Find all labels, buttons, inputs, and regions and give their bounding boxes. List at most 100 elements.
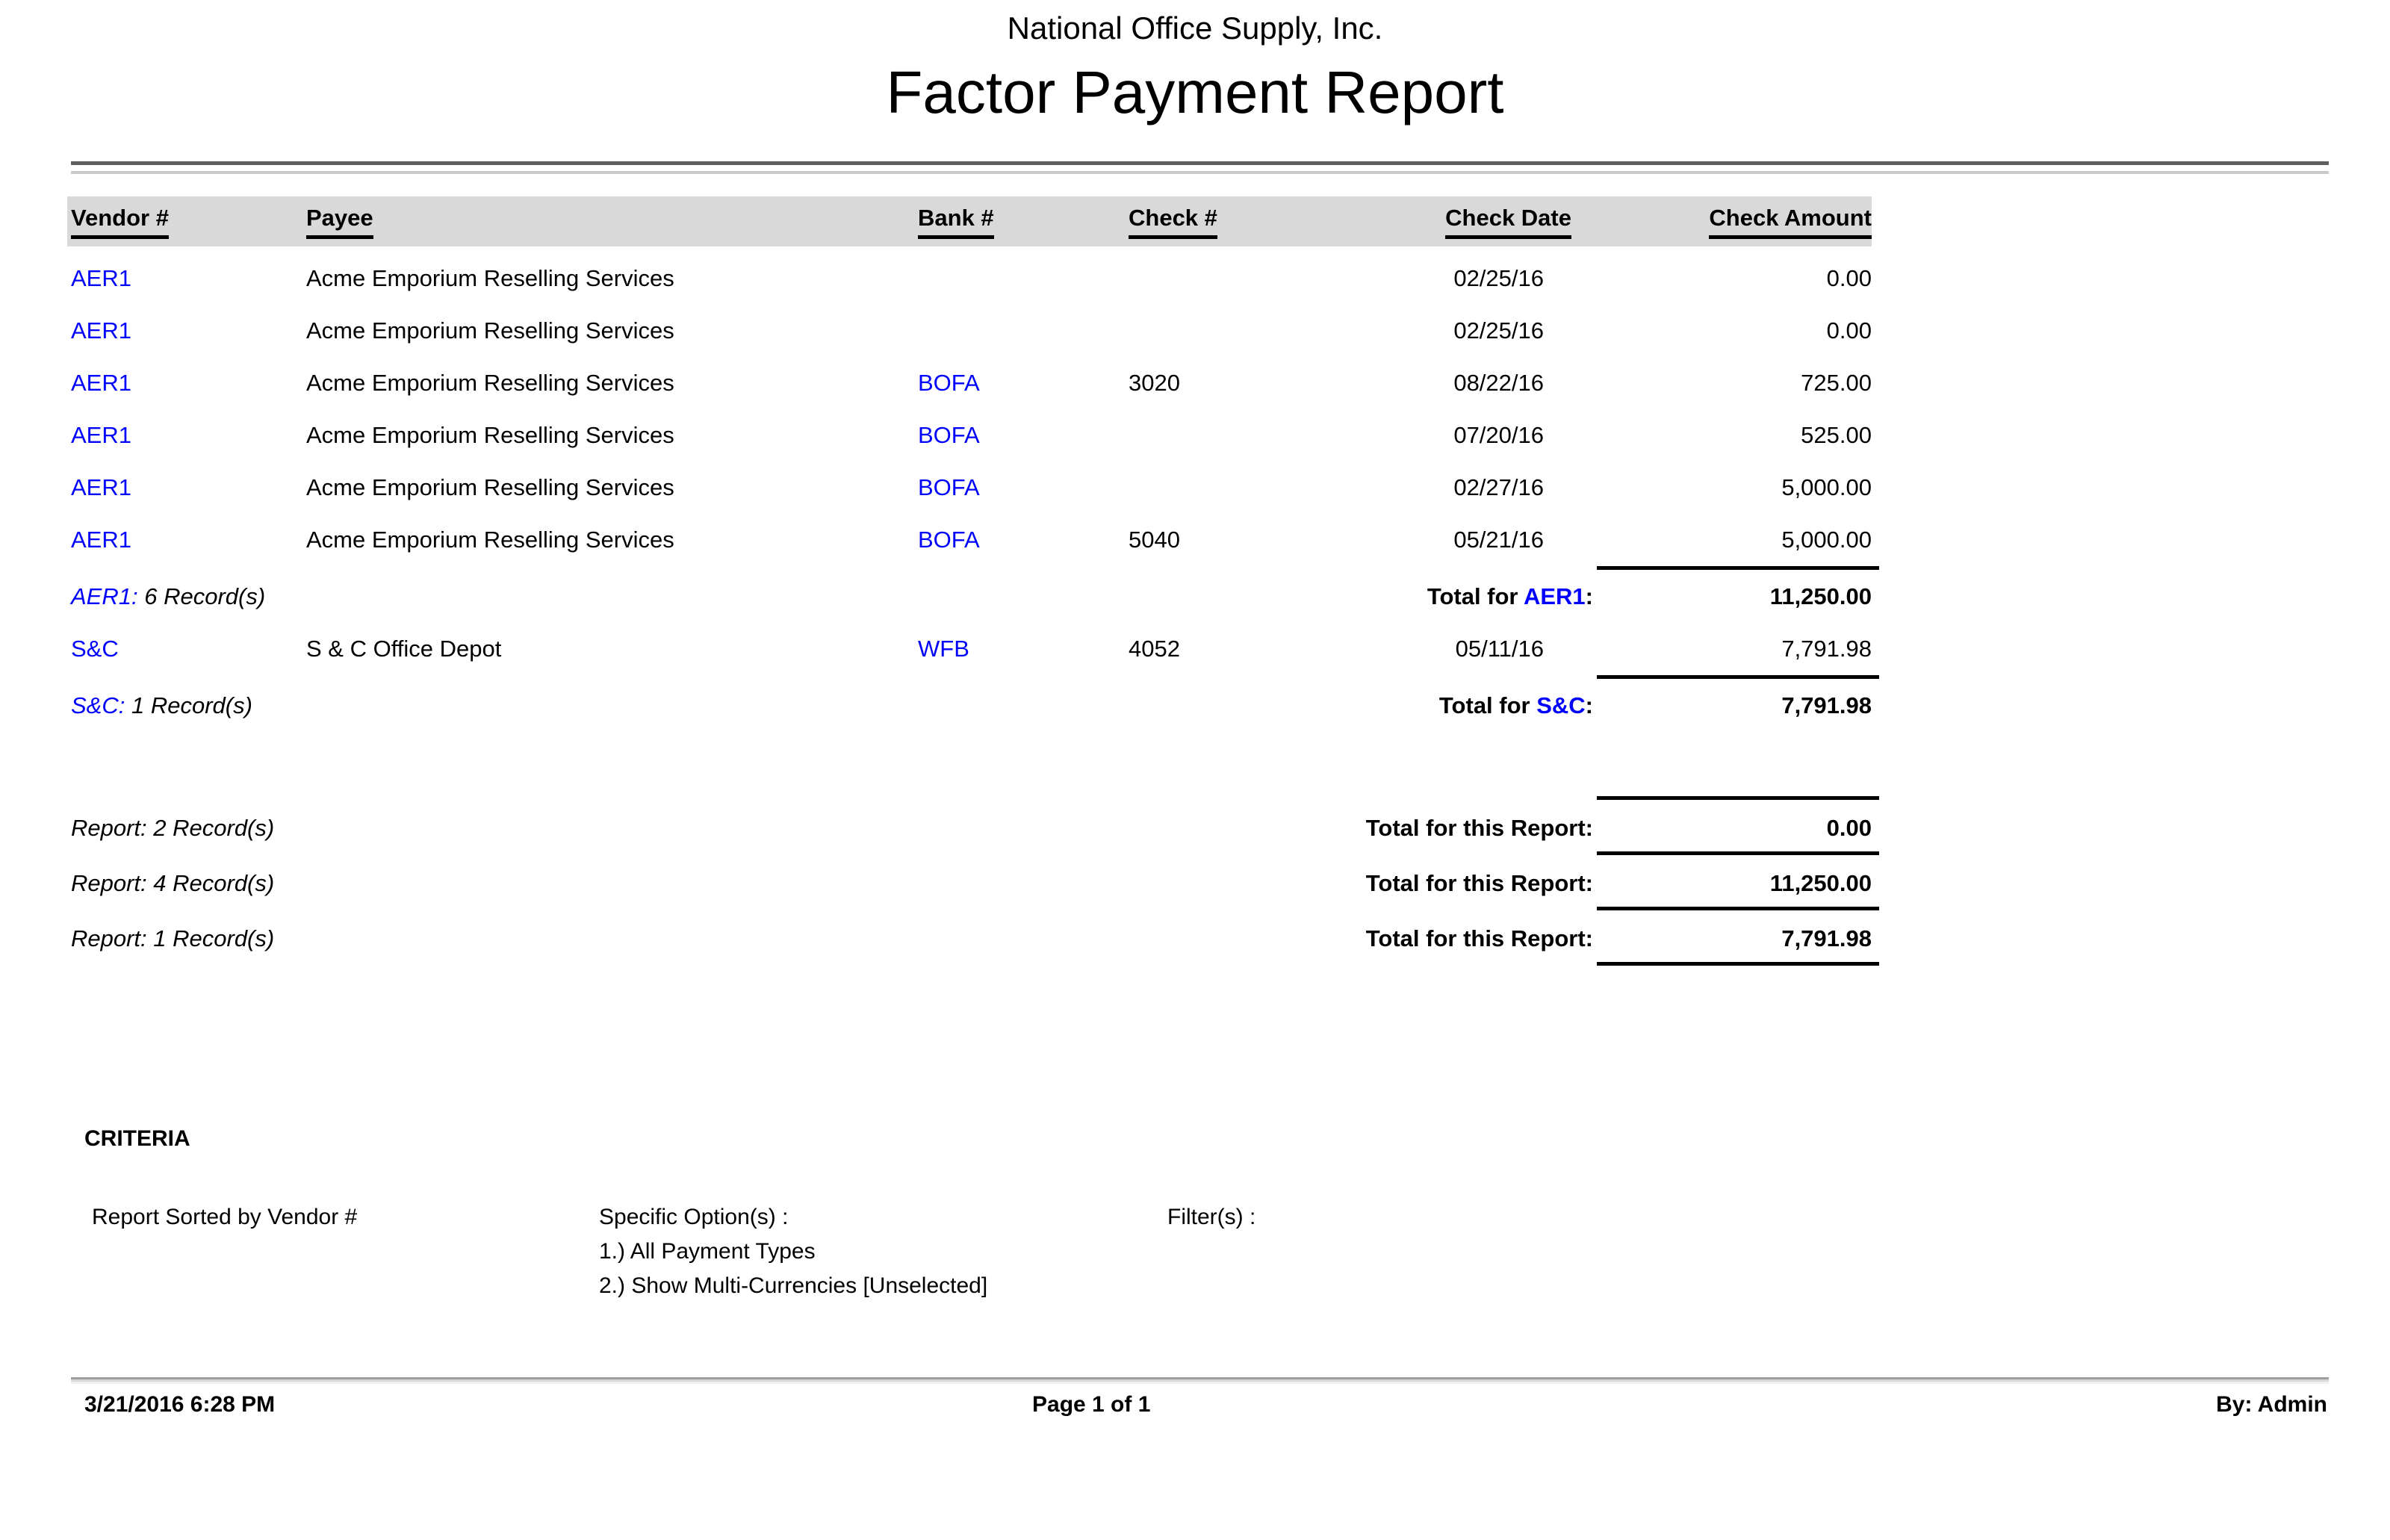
group-record-text: 6 Record(s) <box>137 583 266 609</box>
vendor-link[interactable]: AER1 <box>71 527 131 553</box>
company-name: National Office Supply, Inc. <box>1007 10 1383 46</box>
footer-datetime: 3/21/2016 6:28 PM <box>84 1392 276 1417</box>
vendor-link[interactable]: S&C <box>71 636 119 662</box>
group-total-code: S&C <box>1536 692 1586 718</box>
report-total-amount: 0.00 <box>1826 815 1872 841</box>
report-total-row: Report: 4 Record(s) Total for this Repor… <box>71 860 1872 907</box>
column-header-vendor: Vendor # <box>71 205 169 239</box>
bank-link[interactable]: BOFA <box>918 474 980 500</box>
header-cell-payee: Payee <box>306 205 918 246</box>
vendor-link[interactable]: AER1 <box>71 422 131 448</box>
group-total-amount: 7,791.98 <box>1781 692 1872 718</box>
cell-check-amount: 525.00 <box>1801 422 1872 448</box>
footer-page-number: Page 1 of 1 <box>1032 1392 1151 1417</box>
criteria-heading: CRITERIA <box>84 1126 190 1151</box>
group-total-label: Total for S&C: <box>918 692 1593 719</box>
table-row: AER1 Acme Emporium Reselling Services 02… <box>71 252 1872 305</box>
cell-vendor: AER1 <box>71 474 306 501</box>
cell-bank: BOFA <box>918 474 1129 501</box>
column-header-date: Check Date <box>1445 205 1571 239</box>
report-page: National Office Supply, Inc. Factor Paym… <box>0 10 2390 1417</box>
cell-bank: BOFA <box>918 527 1129 553</box>
cell-check-amount: 5,000.00 <box>1781 527 1872 553</box>
subtotal-rule-row <box>71 675 1879 684</box>
report-total-label: Total for this Report: <box>1365 815 1593 841</box>
report-record-count: Report: 1 Record(s) <box>71 925 275 951</box>
group-subtotal-row: AER1: 6 Record(s) Total for AER1: 11,250… <box>71 575 1872 618</box>
report-record-count: Report: 4 Record(s) <box>71 870 275 896</box>
cell-check-date: 02/27/16 <box>1453 474 1544 500</box>
group-total-colon: : <box>1585 692 1593 718</box>
header-cell-check: Check # <box>1129 205 1300 246</box>
cell-payee: Acme Emporium Reselling Services <box>306 317 674 344</box>
bank-link[interactable]: WFB <box>918 636 969 662</box>
vendor-link[interactable]: AER1 <box>71 474 131 500</box>
report-total-final-rule <box>1597 962 1879 966</box>
footer-divider <box>71 1377 2329 1384</box>
criteria-sorted-by: Report Sorted by Vendor # <box>92 1205 358 1229</box>
criteria-specific-options: Specific Option(s) : 1.) All Payment Typ… <box>599 1200 1167 1303</box>
header-cell-date: Check Date <box>1300 205 1571 246</box>
table-row: AER1 Acme Emporium Reselling Services BO… <box>71 514 1872 566</box>
column-header-bank: Bank # <box>918 205 994 239</box>
group-total-amount: 11,250.00 <box>1769 583 1872 609</box>
cell-check-date: 08/22/16 <box>1453 370 1544 396</box>
cell-check-amount: 0.00 <box>1826 317 1872 344</box>
header-cell-vendor: Vendor # <box>71 205 306 246</box>
report-total-rule <box>1597 907 1879 910</box>
vendor-link[interactable]: AER1 <box>71 370 131 396</box>
subtotal-rule-row <box>71 566 1879 575</box>
cell-check-no: 3020 <box>1129 370 1180 396</box>
specific-option-item: 1.) All Payment Types <box>599 1239 816 1264</box>
group-total-prefix: Total for <box>1438 692 1537 718</box>
report-title: Factor Payment Report <box>886 59 1504 125</box>
report-total-final-rule-row <box>71 962 1879 971</box>
table-row: AER1 Acme Emporium Reselling Services BO… <box>71 357 1872 409</box>
specific-option-item: 2.) Show Multi-Currencies [Unselected] <box>599 1273 988 1298</box>
report-total-row: Report: 1 Record(s) Total for this Repor… <box>71 916 1872 962</box>
group-record-code: AER1: <box>71 583 138 609</box>
report-total-amount: 7,791.98 <box>1781 925 1872 951</box>
table-row: S&C S & C Office Depot WFB 4052 05/11/16… <box>71 623 1872 675</box>
cell-payee: Acme Emporium Reselling Services <box>306 474 674 500</box>
cell-vendor: AER1 <box>71 527 306 553</box>
report-total-label: Total for this Report: <box>1365 870 1593 896</box>
report-total-label: Total for this Report: <box>1365 925 1593 951</box>
cell-payee: Acme Emporium Reselling Services <box>306 527 674 553</box>
cell-check-no: 4052 <box>1129 636 1180 662</box>
cell-payee: Acme Emporium Reselling Services <box>306 265 674 291</box>
divider-dark-line <box>71 161 2329 165</box>
bank-link[interactable]: BOFA <box>918 527 980 553</box>
report-total-rule <box>1597 796 1879 800</box>
header-cell-amount: Check Amount <box>1571 205 1872 246</box>
footer-user: By: Admin <box>2216 1392 2327 1417</box>
specific-options-label: Specific Option(s) : <box>599 1205 789 1229</box>
group-record-count: S&C: 1 Record(s) <box>71 692 918 719</box>
cell-payee: Acme Emporium Reselling Services <box>306 422 674 448</box>
cell-check-date: 07/20/16 <box>1453 422 1544 448</box>
column-header-amount: Check Amount <box>1709 205 1872 239</box>
group-total-label: Total for AER1: <box>918 583 1593 610</box>
cell-payee: Acme Emporium Reselling Services <box>306 370 674 396</box>
cell-check-date: 02/25/16 <box>1453 317 1544 344</box>
criteria-filters-label: Filter(s) : <box>1167 1205 1256 1229</box>
report-total-rule-row <box>71 851 1879 860</box>
table-row: AER1 Acme Emporium Reselling Services BO… <box>71 409 1872 462</box>
cell-check-date: 05/21/16 <box>1453 527 1544 553</box>
column-header-payee: Payee <box>306 205 373 239</box>
cell-check-no: 5040 <box>1129 527 1180 553</box>
bank-link[interactable]: BOFA <box>918 370 980 396</box>
cell-vendor: AER1 <box>71 370 306 397</box>
group-total-code: AER1 <box>1523 583 1586 609</box>
cell-vendor: AER1 <box>71 317 306 344</box>
column-header-check: Check # <box>1129 205 1217 239</box>
group-total-colon: : <box>1585 583 1593 609</box>
report-total-amount: 11,250.00 <box>1769 870 1872 896</box>
header-cell-bank: Bank # <box>918 205 1129 246</box>
report-total-rule-row <box>71 907 1879 916</box>
bank-link[interactable]: BOFA <box>918 422 980 448</box>
vendor-link[interactable]: AER1 <box>71 317 131 344</box>
report-total-rule <box>1597 851 1879 855</box>
vendor-link[interactable]: AER1 <box>71 265 131 291</box>
table-row: AER1 Acme Emporium Reselling Services 02… <box>71 305 1872 357</box>
